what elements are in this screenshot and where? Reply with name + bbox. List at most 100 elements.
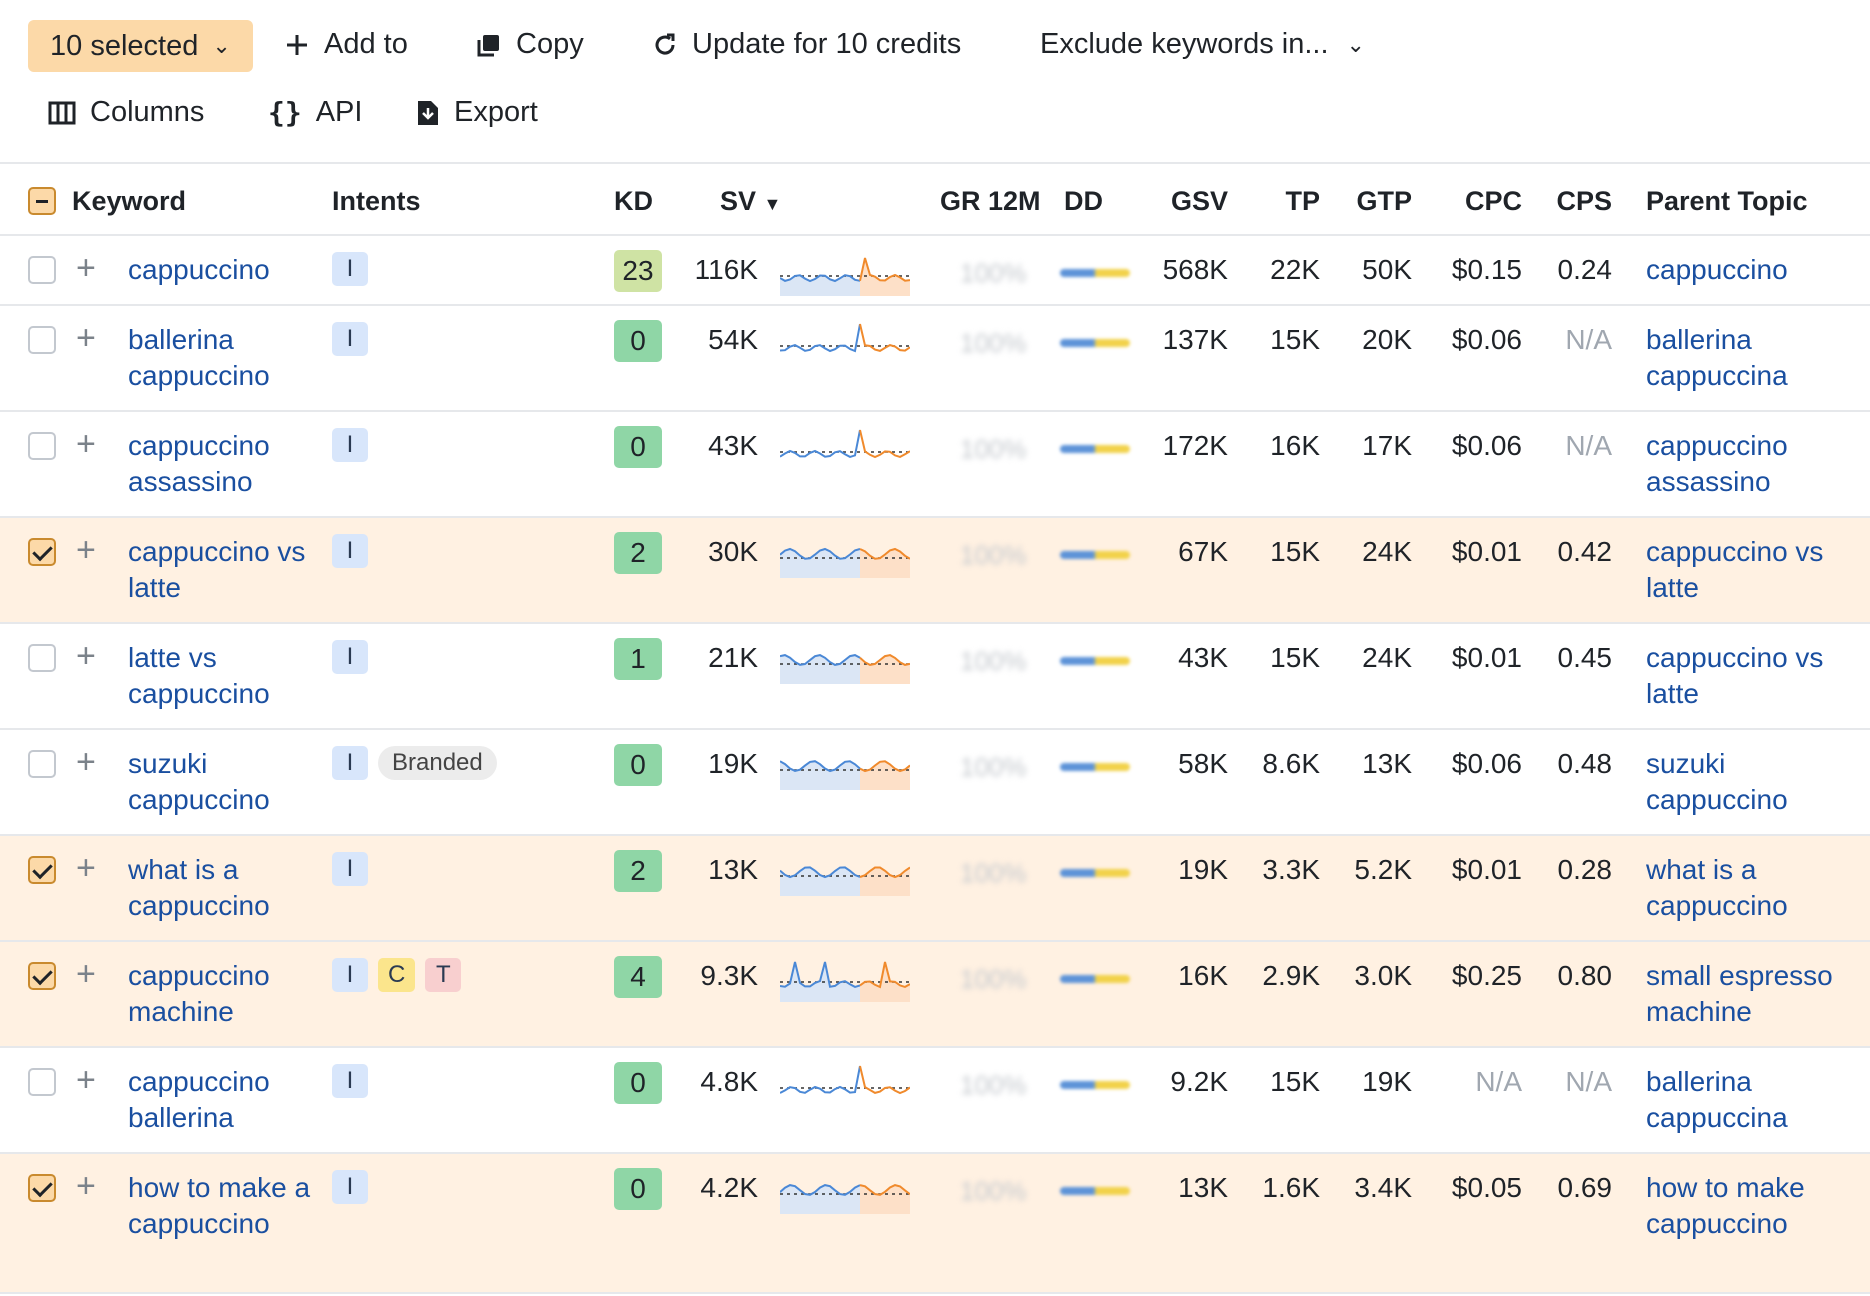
sparkline-history-line <box>780 1184 861 1196</box>
header-keyword[interactable]: Keyword <box>72 186 187 216</box>
selected-count-dropdown[interactable]: 10 selected ⌄ <box>28 20 253 72</box>
keyword-link[interactable]: how to make a cappuccino <box>128 1172 311 1239</box>
exclude-keywords-dropdown[interactable]: Exclude keywords in... ⌄ <box>1040 28 1365 61</box>
parent-topic-link[interactable]: how to make cappuccino <box>1646 1172 1805 1239</box>
row-checkbox[interactable] <box>28 1174 56 1202</box>
parent-topic-link[interactable]: ballerina cappuccina <box>1646 324 1788 391</box>
header-gr12m[interactable]: GR 12M <box>940 186 1041 216</box>
parent-topic-link[interactable]: cappuccino vs latte <box>1646 642 1824 709</box>
dd-bar <box>1060 1081 1130 1089</box>
header-intents[interactable]: Intents <box>332 186 421 216</box>
dd-bar <box>1060 657 1130 665</box>
row-checkbox[interactable] <box>28 1068 56 1096</box>
row-checkbox[interactable] <box>28 538 56 566</box>
row-checkbox[interactable] <box>28 326 56 354</box>
add-keyword-plus-icon[interactable]: + <box>76 1061 96 1099</box>
gsv-value: 19K <box>1178 854 1228 885</box>
cpc-value: $0.01 <box>1451 536 1522 567</box>
parent-topic-link[interactable]: suzuki cappuccino <box>1646 748 1788 815</box>
table-row: + cappuccino assassino I 0 43K 100% 172K 16K 17K… <box>0 412 1870 518</box>
parent-topic-link[interactable]: cappuccino vs latte <box>1646 536 1824 603</box>
keyword-link[interactable]: what is a cappuccino <box>128 854 270 921</box>
sv-trend-sparkline <box>780 760 910 790</box>
cps-value: 0.45 <box>1557 642 1613 673</box>
update-credits-button[interactable]: Update for 10 credits <box>652 28 961 61</box>
add-keyword-plus-icon[interactable]: + <box>76 531 96 569</box>
gtp-value: 50K <box>1362 254 1412 285</box>
row-checkbox[interactable] <box>28 644 56 672</box>
cps-value: 0.42 <box>1557 536 1613 567</box>
add-keyword-plus-icon[interactable]: + <box>76 319 96 357</box>
sparkline-forecast-line <box>859 1065 910 1095</box>
header-dd[interactable]: DD <box>1064 186 1103 216</box>
header-sv[interactable]: SV ▼ <box>720 166 781 236</box>
kd-badge: 0 <box>614 320 662 362</box>
add-keyword-plus-icon[interactable]: + <box>76 849 96 887</box>
keyword-link[interactable]: cappuccino machine <box>128 960 270 1027</box>
intent-badge: I <box>332 958 368 992</box>
parent-topic-link[interactable]: ballerina cappuccina <box>1646 1066 1788 1133</box>
keyword-link[interactable]: cappuccino assassino <box>128 430 270 497</box>
add-keyword-plus-icon[interactable]: + <box>76 955 96 993</box>
keyword-link[interactable]: cappuccino ballerina <box>128 1066 270 1133</box>
export-button[interactable]: Export <box>416 96 538 129</box>
header-cpc[interactable]: CPC <box>1464 186 1522 216</box>
table-row: + what is a cappuccino I 2 13K 100% 19K 3.3K 5.2… <box>0 836 1870 942</box>
add-keyword-plus-icon[interactable]: + <box>76 249 96 287</box>
gtp-value: 19K <box>1362 1066 1412 1097</box>
header-tp[interactable]: TP <box>1285 186 1320 216</box>
keyword-link[interactable]: cappuccino vs latte <box>128 536 306 603</box>
row-checkbox[interactable] <box>28 750 56 778</box>
tp-value: 22K <box>1270 254 1320 285</box>
add-to-label: Add to <box>324 28 408 60</box>
parent-topic-link[interactable]: small espresso machine <box>1646 960 1833 1027</box>
sv-trend-sparkline <box>780 866 910 896</box>
keyword-link[interactable]: suzuki cappuccino <box>128 748 270 815</box>
select-all-checkbox[interactable] <box>28 187 56 215</box>
keyword-link[interactable]: ballerina cappuccino <box>128 324 270 391</box>
keyword-link[interactable]: latte vs cappuccino <box>128 642 270 709</box>
keyword-link[interactable]: cappuccino <box>128 254 270 285</box>
parent-topic-link[interactable]: cappuccino <box>1646 254 1788 285</box>
sparkline-history-line <box>780 961 861 988</box>
row-checkbox[interactable] <box>28 256 56 284</box>
parent-topic-link[interactable]: cappuccino assassino <box>1646 430 1788 497</box>
add-to-button[interactable]: Add to <box>284 28 408 61</box>
add-keyword-plus-icon[interactable]: + <box>76 743 96 781</box>
sparkline-forecast-line <box>859 547 910 560</box>
sparkline-forecast-area <box>860 258 910 296</box>
header-parent-topic[interactable]: Parent Topic <box>1646 186 1808 216</box>
api-button[interactable]: {} API <box>268 96 362 129</box>
intent-badges: I <box>332 322 368 356</box>
copy-button[interactable]: Copy <box>476 28 584 61</box>
columns-button[interactable]: Columns <box>48 96 204 129</box>
table-row: + cappuccino vs latte I 2 30K 100% 67K 15K 24K $0… <box>0 518 1870 624</box>
intent-badges: I <box>332 1170 368 1204</box>
header-cps[interactable]: CPS <box>1556 186 1612 216</box>
add-keyword-plus-icon[interactable]: + <box>76 425 96 463</box>
parent-topic-link[interactable]: what is a cappuccino <box>1646 854 1788 921</box>
sparkline-history-line <box>780 654 861 666</box>
tp-value: 16K <box>1270 430 1320 461</box>
table-row: + ballerina cappuccino I 0 54K 100% 137K 15K 20K… <box>0 306 1870 412</box>
add-keyword-plus-icon[interactable]: + <box>76 1167 96 1205</box>
row-checkbox[interactable] <box>28 856 56 884</box>
add-keyword-plus-icon[interactable]: + <box>76 637 96 675</box>
columns-icon <box>48 101 76 124</box>
header-kd[interactable]: KD <box>614 186 653 216</box>
row-checkbox[interactable] <box>28 432 56 460</box>
gsv-value: 137K <box>1162 324 1228 355</box>
cps-value: 0.48 <box>1557 748 1613 779</box>
sv-value: 13K <box>708 854 758 885</box>
sv-trend-sparkline <box>780 547 910 578</box>
sparkline-forecast-area <box>860 549 910 578</box>
gr12m-value: 100% <box>960 328 1027 358</box>
intent-badge: I <box>332 852 368 886</box>
header-gsv[interactable]: GSV <box>1170 186 1228 216</box>
keywords-table: Keyword Intents KD SV ▼ GR 12M DD GSV TP… <box>0 166 1870 1294</box>
row-checkbox[interactable] <box>28 962 56 990</box>
sv-trend-sparkline <box>780 1184 910 1214</box>
header-gtp[interactable]: GTP <box>1356 186 1412 216</box>
copy-icon <box>477 34 499 56</box>
chevron-down-icon: ⌄ <box>1346 31 1365 57</box>
